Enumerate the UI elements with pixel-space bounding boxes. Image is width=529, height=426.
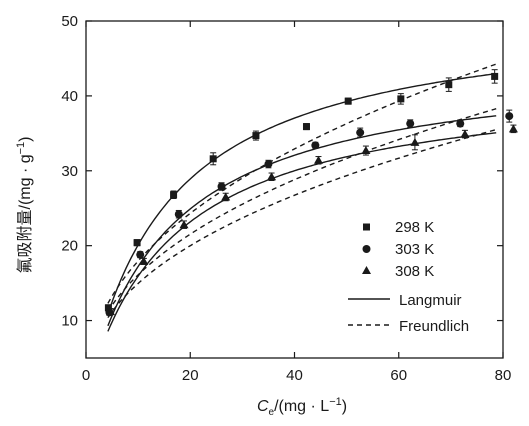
x-tick-label: 40 <box>286 367 303 384</box>
data-point-308k <box>313 155 323 164</box>
data-point-308k <box>410 137 420 146</box>
y-axis-label-main: 氟吸附量/(mg · g <box>16 154 34 273</box>
x-tick-label: 60 <box>390 367 407 384</box>
fit-curves <box>107 63 497 332</box>
data-point-303k <box>356 128 365 137</box>
data-point-298k <box>133 239 141 247</box>
legend-label-langmuir: Langmuir <box>399 292 462 309</box>
data-point-303k <box>217 182 226 191</box>
data-points <box>104 69 518 317</box>
data-point-298k <box>397 95 405 103</box>
legend-marker-303k <box>362 245 371 253</box>
data-point-303k <box>264 160 273 169</box>
freundlich-curve-2 <box>107 128 497 318</box>
y-tick-label: 20 <box>61 238 78 255</box>
data-point-298k <box>170 191 178 199</box>
freundlich-curve-1 <box>107 108 497 313</box>
legend-label-298k: 298 K <box>395 219 434 236</box>
data-point-308k <box>221 192 231 201</box>
x-tick-label: 80 <box>495 367 512 384</box>
x-axis-label: Ce/(mg · L−1) <box>257 396 347 418</box>
data-point-308k <box>179 220 189 229</box>
x-axis-label-close: ) <box>342 398 347 415</box>
y-tick-label: 50 <box>61 13 78 30</box>
x-axis-label-sub: e <box>269 407 275 418</box>
data-point-308k <box>139 256 149 265</box>
data-point-303k <box>505 112 514 121</box>
data-point-308k <box>267 172 277 181</box>
langmuir-curve-0 <box>107 73 497 314</box>
legend-marker-298k <box>363 223 370 231</box>
data-point-303k <box>456 119 465 128</box>
legend-label-303k: 303 K <box>395 241 434 258</box>
data-point-308k <box>460 129 470 138</box>
langmuir-curve-1 <box>107 115 497 327</box>
x-axis-label-unit: /(mg · L <box>274 398 329 415</box>
legend-label-308k: 308 K <box>395 263 434 280</box>
data-point-298k <box>302 123 310 131</box>
data-point-308k <box>361 146 371 155</box>
x-tick-label: 20 <box>182 367 199 384</box>
y-axis-label: 氟吸附量/(mg · g−1) <box>15 137 34 274</box>
legend: 298 K 303 K 308 K Langmuir Freundlich <box>348 219 469 335</box>
x-tick-label: 0 <box>82 367 90 384</box>
legend-label-freundlich: Freundlich <box>399 318 469 335</box>
legend-marker-308k <box>362 266 371 274</box>
data-point-303k <box>174 210 183 219</box>
data-point-303k <box>311 141 320 150</box>
y-axis-label-exp: −1 <box>15 142 27 155</box>
langmuir-curve-2 <box>107 132 497 332</box>
data-point-298k <box>252 132 260 140</box>
x-axis-label-main: C <box>257 398 269 415</box>
data-point-303k <box>136 250 145 259</box>
data-point-308k <box>508 124 518 133</box>
data-point-298k <box>344 97 352 105</box>
x-axis-label-exp: −1 <box>329 396 342 408</box>
data-point-298k <box>491 72 499 80</box>
axes: 0 20 40 60 80 10 20 30 40 50 <box>61 13 511 384</box>
y-tick-label: 30 <box>61 163 78 180</box>
freundlich-curve-0 <box>107 63 497 304</box>
data-point-303k <box>406 119 415 128</box>
data-point-298k <box>104 304 112 312</box>
y-tick-label: 10 <box>61 313 78 330</box>
data-point-298k <box>209 155 217 163</box>
data-point-308k <box>105 307 115 316</box>
y-axis-label-close: ) <box>17 137 34 142</box>
y-tick-label: 40 <box>61 88 78 105</box>
data-point-298k <box>445 81 453 89</box>
